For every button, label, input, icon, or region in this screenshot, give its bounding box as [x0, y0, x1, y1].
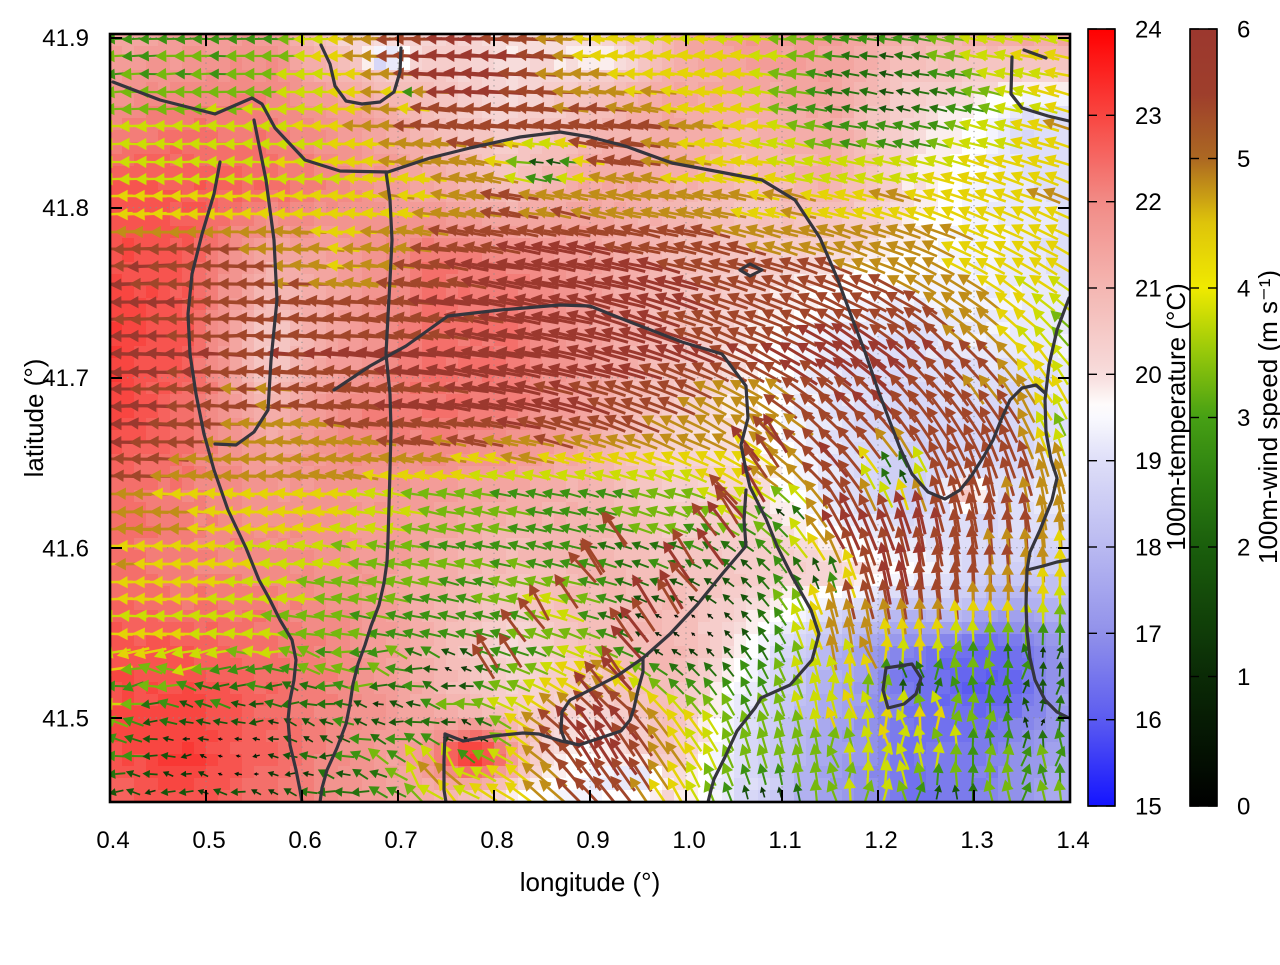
- svg-text:41.8: 41.8: [42, 195, 89, 222]
- svg-text:0.9: 0.9: [576, 827, 609, 854]
- svg-text:5: 5: [1237, 146, 1250, 173]
- svg-text:100m-temperature (°C): 100m-temperature (°C): [1161, 283, 1191, 551]
- svg-text:15: 15: [1135, 794, 1162, 821]
- svg-text:longitude (°): longitude (°): [520, 867, 660, 897]
- svg-text:4: 4: [1237, 276, 1250, 303]
- svg-text:0.6: 0.6: [288, 827, 321, 854]
- svg-text:latitude (°): latitude (°): [19, 359, 49, 478]
- svg-text:0.5: 0.5: [192, 827, 225, 854]
- svg-text:41.7: 41.7: [42, 365, 89, 392]
- svg-text:24: 24: [1135, 17, 1162, 44]
- svg-text:1: 1: [1237, 664, 1250, 691]
- svg-text:41.6: 41.6: [42, 535, 89, 562]
- svg-text:2: 2: [1237, 535, 1250, 562]
- svg-text:17: 17: [1135, 621, 1162, 648]
- svg-text:41.5: 41.5: [42, 705, 89, 732]
- svg-text:16: 16: [1135, 707, 1162, 734]
- svg-text:1.2: 1.2: [864, 827, 897, 854]
- svg-text:1.3: 1.3: [960, 827, 993, 854]
- svg-text:1.0: 1.0: [672, 827, 705, 854]
- svg-text:23: 23: [1135, 103, 1162, 130]
- svg-text:1.1: 1.1: [768, 827, 801, 854]
- svg-text:22: 22: [1135, 189, 1162, 216]
- svg-text:0.7: 0.7: [384, 827, 417, 854]
- svg-text:18: 18: [1135, 535, 1162, 562]
- svg-text:20: 20: [1135, 362, 1162, 389]
- svg-text:19: 19: [1135, 448, 1162, 475]
- svg-text:3: 3: [1237, 405, 1250, 432]
- svg-text:0.8: 0.8: [480, 827, 513, 854]
- svg-text:100m-wind speed (m s⁻¹): 100m-wind speed (m s⁻¹): [1253, 270, 1280, 564]
- svg-text:0: 0: [1237, 794, 1250, 821]
- svg-text:0.4: 0.4: [96, 827, 129, 854]
- svg-text:6: 6: [1237, 17, 1250, 44]
- svg-text:41.9: 41.9: [42, 25, 89, 52]
- svg-text:1.4: 1.4: [1056, 827, 1089, 854]
- svg-text:21: 21: [1135, 276, 1162, 303]
